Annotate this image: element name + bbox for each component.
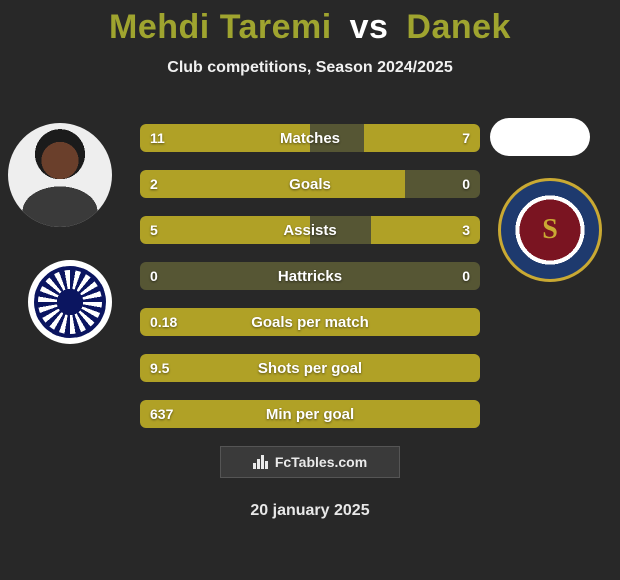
- stat-fill-left: [140, 354, 480, 382]
- barchart-icon: [253, 455, 269, 469]
- stat-fill-left: [140, 308, 480, 336]
- player1-name: Mehdi Taremi: [109, 8, 332, 46]
- site-logo: FcTables.com: [220, 446, 400, 478]
- vs-label: vs: [350, 8, 389, 46]
- stat-fill-left: [140, 216, 310, 244]
- subtitle: Club competitions, Season 2024/2025: [0, 59, 620, 77]
- footer-date: 20 january 2025: [0, 502, 620, 520]
- site-name: FcTables.com: [275, 454, 367, 470]
- comparison-title: Mehdi Taremi vs Danek: [0, 0, 620, 47]
- stat-row: 0 0Hattricks: [140, 262, 480, 290]
- stat-row: 637Min per goal: [140, 400, 480, 428]
- inter-logo-icon: [28, 260, 112, 344]
- stat-row: 9.5Shots per goal: [140, 354, 480, 382]
- player1-avatar: [8, 123, 112, 227]
- stat-fill-left: [140, 124, 310, 152]
- player2-name: Danek: [406, 8, 511, 46]
- comparison-bars: 117Matches20Goals53Assists00Hattricks0.1…: [140, 124, 480, 446]
- stat-fill-right: [364, 124, 480, 152]
- stat-row: 0.18Goals per match: [140, 308, 480, 336]
- stat-row: 117Matches: [140, 124, 480, 152]
- stat-value-right: 0: [462, 170, 470, 198]
- stat-fill-right: [371, 216, 480, 244]
- player1-club-logo: [28, 260, 112, 344]
- stat-value-right: 0: [462, 262, 470, 290]
- player2-avatar: [490, 118, 590, 156]
- stat-label: Hattricks: [140, 262, 480, 290]
- stat-row: 20Goals: [140, 170, 480, 198]
- stat-row: 53Assists: [140, 216, 480, 244]
- player2-club-logo: S: [498, 178, 602, 282]
- sparta-letter: S: [542, 214, 558, 246]
- stat-fill-left: [140, 170, 405, 198]
- stat-value-left: 0: [150, 262, 158, 290]
- sparta-logo-icon: S: [498, 178, 602, 282]
- stat-fill-left: [140, 400, 480, 428]
- person-silhouette-icon: [8, 123, 112, 227]
